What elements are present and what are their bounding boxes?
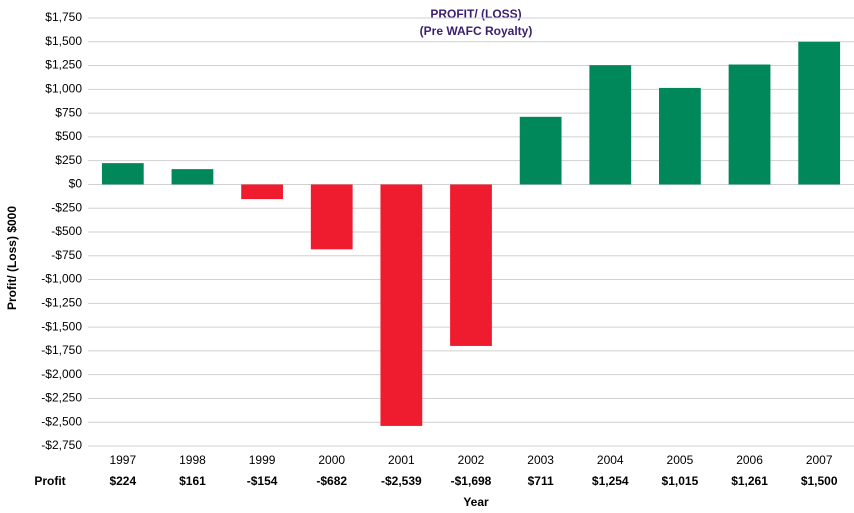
y-tick-label: $1,500	[45, 34, 82, 48]
bar	[728, 64, 771, 185]
y-tick-label: -$500	[51, 224, 82, 238]
bar	[798, 41, 841, 185]
x-tick-label: 2000	[318, 453, 345, 467]
value-label: $1,254	[592, 474, 629, 488]
y-tick-label: $250	[55, 153, 82, 167]
value-label: $224	[109, 474, 136, 488]
value-label: $1,261	[731, 474, 768, 488]
x-tick-label: 2001	[388, 453, 415, 467]
y-tick-label: $1,250	[45, 58, 82, 72]
x-tick-label: 2005	[667, 453, 694, 467]
x-tick-label: 1997	[109, 453, 136, 467]
bar	[310, 184, 353, 250]
x-axis-label: Year	[463, 495, 489, 509]
y-tick-label: -$1,750	[41, 343, 82, 357]
bar	[659, 87, 701, 185]
y-tick-label: -$750	[51, 248, 82, 262]
bar	[380, 184, 423, 426]
y-tick-label: -$1,250	[41, 296, 82, 310]
bar	[589, 65, 632, 185]
x-tick-label: 2002	[458, 453, 485, 467]
y-tick-label: $500	[55, 129, 82, 143]
y-tick-label: $0	[69, 177, 83, 191]
value-label: $1,015	[662, 474, 699, 488]
chart-title: PROFIT/ (LOSS)	[430, 7, 521, 21]
x-tick-label: 2004	[597, 453, 624, 467]
y-axis-label: Profit/ (Loss) $000	[5, 206, 19, 310]
value-label: -$2,539	[381, 474, 422, 488]
value-label: -$154	[247, 474, 278, 488]
value-label: -$682	[316, 474, 347, 488]
y-tick-label: -$2,000	[41, 367, 82, 381]
value-label: $711	[528, 474, 554, 488]
bar	[171, 169, 214, 185]
y-tick-label: $1,750	[45, 10, 82, 24]
y-tick-label: -$1,500	[41, 319, 82, 333]
y-tick-label: -$2,500	[41, 414, 82, 428]
y-tick-label: -$2,250	[41, 391, 82, 405]
y-tick-label: -$1,000	[41, 272, 82, 286]
value-label: $161	[179, 474, 206, 488]
y-tick-label: $1,000	[45, 82, 82, 96]
value-label: $1,500	[801, 474, 838, 488]
bar	[450, 184, 492, 346]
x-tick-label: 1998	[179, 453, 206, 467]
chart-subtitle: (Pre WAFC Royalty)	[420, 24, 533, 38]
y-tick-label: -$250	[51, 200, 82, 214]
row-label: Profit	[34, 474, 65, 488]
bar	[519, 116, 562, 185]
x-tick-label: 2003	[527, 453, 554, 467]
x-tick-label: 2006	[736, 453, 763, 467]
bar	[101, 163, 144, 185]
x-tick-label: 2007	[806, 453, 833, 467]
y-tick-label: $750	[55, 105, 82, 119]
value-label: -$1,698	[451, 474, 492, 488]
y-tick-label: -$2,750	[41, 438, 82, 452]
bar	[241, 184, 283, 200]
x-tick-label: 1999	[249, 453, 276, 467]
